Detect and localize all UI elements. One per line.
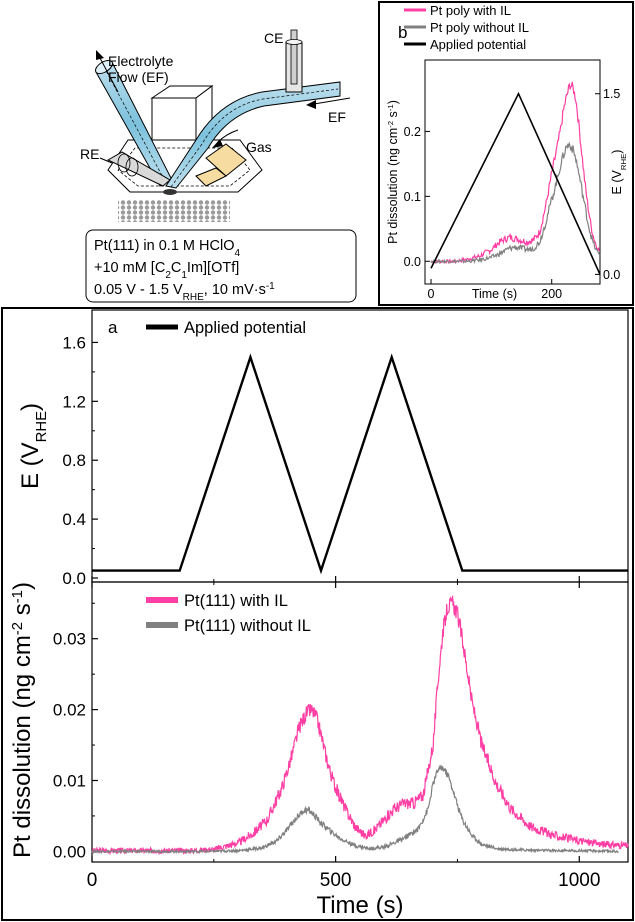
re-label: RE	[80, 146, 99, 162]
panel-b-y-tick-label-left: 0.2	[404, 125, 421, 139]
panel-a-lower-x-tick-label: 500	[320, 870, 352, 891]
panel-a-frame	[1, 307, 634, 921]
conditions-line-1: Pt(111) in 0.1 M HClO4	[94, 238, 240, 259]
panel-b-y-tick-label-right: 1.5	[603, 87, 620, 101]
panel-a-axes	[91, 309, 629, 583]
panel-a-lower-y-tick-label: 0.02	[53, 701, 86, 720]
conditions-line-2: +10 mM [C2C1Im][OTf]	[94, 260, 239, 281]
panel-b-legend-label: Pt poly without IL	[430, 20, 529, 35]
panel-b-frame	[378, 1, 634, 306]
panel-a-lower-series-1	[91, 764, 619, 855]
panel-a-lower-x-tick-label: 1000	[558, 870, 600, 891]
crystal-surface	[118, 200, 230, 222]
panel-a-lower-x-axis-label: Time (s)	[316, 892, 403, 919]
panel-b-y-tick-label-left: 0.1	[404, 190, 421, 204]
electrolyte-flow-label-2: Flow (EF)	[108, 69, 169, 85]
ce-label: CE	[264, 30, 283, 46]
panel-a-dissolution-chart: 0 500 1000 0.00 0.01 0.02 0.03 Time (s) Pt disso…	[9, 581, 629, 919]
ef-label: EF	[328, 109, 346, 125]
panel-a-lower-axes	[91, 581, 629, 863]
panel-b-series-2	[430, 91, 601, 275]
panel-a-y-tick-label: 0.4	[62, 510, 86, 529]
panel-b-letter: b	[398, 23, 407, 42]
panel-a-y-tick-label: 1.6	[62, 333, 86, 352]
panel-a-lower-y-tick-label: 0.00	[53, 842, 86, 861]
panel-b-legend-label: Applied potential	[430, 37, 526, 52]
panel-a-lower-legend-label: Pt(111) with IL	[184, 592, 288, 610]
panel-b-x-tick-label: 200	[541, 287, 562, 301]
panel-b-x-axis-label: Time (s)	[472, 287, 517, 301]
panel-b-y-axis-label-left: Pt dissolution (ng cm-2 s-1)	[386, 100, 401, 244]
panel-a-y-axis-label: E (VRHE)	[17, 403, 50, 489]
conditions-box: Pt(111) in 0.1 M HClO4 +10 mM [C2C1Im][O…	[85, 229, 357, 303]
panel-a-legend-label: Applied potential	[184, 319, 306, 337]
panel-a-potential-chart: 0.0 0.4 0.8 1.2 1.6 E (VRHE) Applied potential	[17, 309, 629, 588]
panel-b-series-0	[430, 81, 601, 265]
cell-schematic: CE Electrolyte Flow (EF) EF RE Gas	[80, 29, 351, 222]
panel-a-y-tick-label: 0.8	[62, 451, 86, 470]
panel-b-y-tick-label-right: 0.0	[603, 268, 620, 282]
panel-a-lower-legend-label: Pt(111) without IL	[184, 617, 311, 635]
panel-b-series-1	[430, 141, 601, 265]
panel-b-legend-label: Pt poly with IL	[430, 3, 511, 18]
conditions-line-3: 0.05 V - 1.5 VRHE, 10 mV·s-1	[94, 281, 275, 303]
panel-a-lower-series-0	[91, 595, 629, 856]
panel-a-y-tick-label: 1.2	[62, 392, 86, 411]
panel-b-x-tick-label: 0	[428, 287, 435, 301]
panel-a-lower-x-tick-label: 0	[87, 870, 98, 891]
gas-label: Gas	[246, 139, 272, 155]
panel-a-lower-y-tick-label: 0.01	[53, 771, 86, 790]
panel-b-y-tick-label-left: 0.0	[404, 255, 421, 269]
panel-a-lower-y-axis-label: Pt dissolution (ng cm-2 s-1)	[9, 582, 36, 858]
panel-a-potential-line	[92, 353, 628, 575]
panel-b-chart: 0 200 0.0 0.1 0.2 0.0 1.5 Time (s) Pt dissolutio…	[386, 3, 628, 301]
panel-b-axes	[424, 59, 601, 285]
panel-b-y-axis-label-right: E (VRHE)	[610, 150, 628, 195]
panel-a-lower-y-tick-label: 0.03	[53, 630, 86, 649]
electrolyte-flow-label: Electrolyte	[108, 53, 174, 69]
panel-a-y-tick-label: 0.0	[62, 569, 86, 588]
panel-a-letter: a	[108, 318, 118, 337]
